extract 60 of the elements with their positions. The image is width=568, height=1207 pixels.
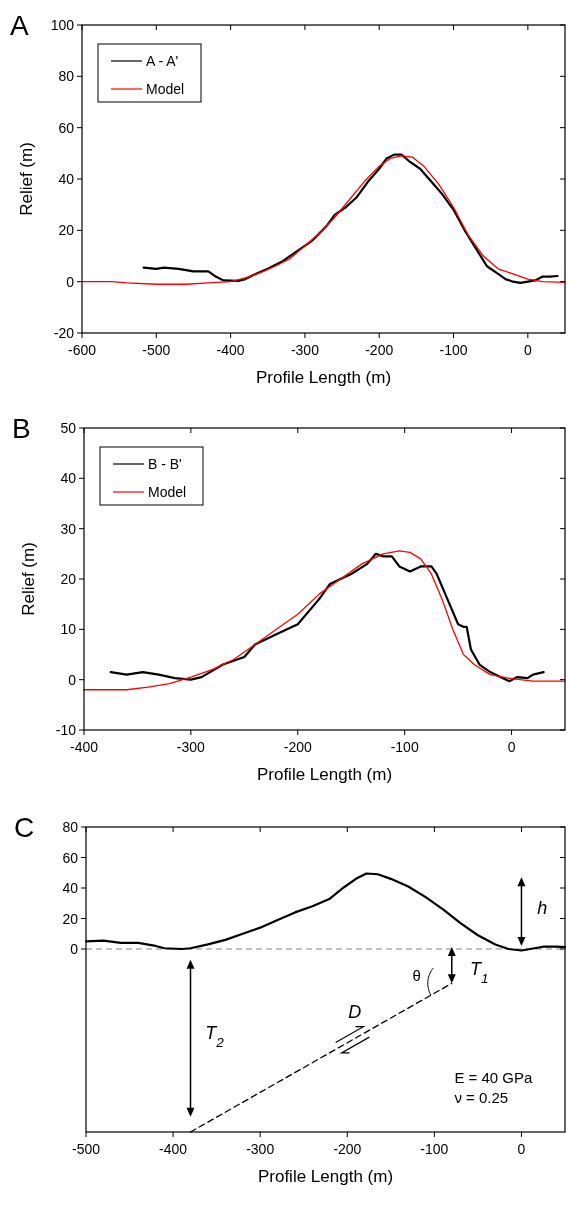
x-tick-label: -100 xyxy=(390,739,419,755)
line-series xyxy=(83,550,566,691)
line-series xyxy=(109,552,545,683)
y-tick-label: 80 xyxy=(62,819,79,835)
legend-label: Model xyxy=(148,484,187,500)
y-tick-label: 40 xyxy=(62,880,79,896)
y-tick-label: 0 xyxy=(68,671,77,688)
y-tick-label: 20 xyxy=(62,910,79,927)
x-tick-label: -400 xyxy=(159,1141,188,1157)
x-tick-label: 0 xyxy=(523,342,532,358)
y-tick-label: 0 xyxy=(70,941,79,957)
x-tick-label: 0 xyxy=(507,739,516,755)
y-tick-label: 60 xyxy=(58,119,75,136)
chart-title: C xyxy=(14,812,35,843)
annotation: θ xyxy=(412,966,421,984)
x-tick-label: -300 xyxy=(176,739,206,755)
y-tick-label: 40 xyxy=(58,171,75,187)
line-series xyxy=(81,155,566,285)
legend-label: Model xyxy=(146,81,185,97)
y-tick-label: 100 xyxy=(50,17,75,33)
y-axis-title: Relief (m) xyxy=(19,542,38,616)
legend-label: B - B' xyxy=(148,456,182,472)
y-tick-label: 30 xyxy=(60,520,77,537)
y-tick-label: -20 xyxy=(53,325,75,341)
x-tick-label: -500 xyxy=(142,342,171,358)
x-axis-title: Profile Length (m) xyxy=(257,1167,394,1186)
chart-title: A xyxy=(10,10,29,41)
y-tick-label: 80 xyxy=(58,68,75,85)
annotation: D xyxy=(348,1001,362,1022)
x-tick-label: -200 xyxy=(333,1141,362,1157)
x-axis-title: Profile Length (m) xyxy=(255,368,392,387)
chart-title: B xyxy=(12,413,31,444)
y-tick-label: 10 xyxy=(60,621,77,638)
annotation: ν = 0.25 xyxy=(454,1088,509,1106)
x-tick-label: -400 xyxy=(216,342,245,358)
y-tick-label: 20 xyxy=(58,222,75,239)
y-tick-label: 40 xyxy=(60,470,77,487)
y-axis-title: Relief (m) xyxy=(17,142,36,216)
y-tick-label: 20 xyxy=(60,571,77,587)
x-tick-label: -300 xyxy=(290,342,320,358)
y-tick-label: -10 xyxy=(55,722,77,738)
x-axis-title: Profile Length (m) xyxy=(256,765,393,784)
x-tick-label: 0 xyxy=(517,1141,526,1157)
x-tick-label: -300 xyxy=(246,1141,275,1157)
y-tick-label: 0 xyxy=(66,273,75,290)
x-tick-label: -400 xyxy=(69,739,99,755)
x-tick-label: -200 xyxy=(283,739,312,755)
line-series xyxy=(142,153,559,285)
y-tick-label: 60 xyxy=(62,849,79,866)
y-tick-label: 50 xyxy=(60,420,77,436)
x-tick-label: -100 xyxy=(420,1141,449,1157)
annotation: E = 40 GPa xyxy=(454,1069,534,1087)
x-tick-label: -100 xyxy=(439,342,468,358)
x-tick-label: -600 xyxy=(67,342,97,358)
annotation: T$_{1}$ xyxy=(470,958,489,986)
x-tick-label: -200 xyxy=(365,342,394,358)
annotation: T$_{2}$ xyxy=(205,1022,225,1050)
annotation: h xyxy=(537,897,548,918)
legend-label: A - A' xyxy=(146,53,179,69)
x-tick-label: -500 xyxy=(71,1141,101,1157)
